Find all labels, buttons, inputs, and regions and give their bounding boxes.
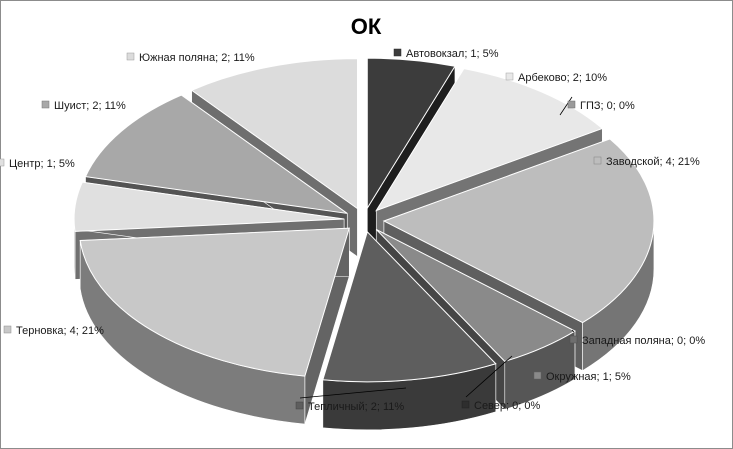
label-swatch [567,100,576,109]
label-swatch [0,158,5,167]
data-label: Окружная; 1; 5% [546,371,631,383]
leader-line [571,329,575,333]
pie-slice [79,227,350,377]
label-swatch [505,72,514,81]
pie-slice [190,58,359,210]
label-swatch [41,100,50,109]
pie-slice [382,138,655,324]
label-swatch [295,401,304,410]
data-label: Автовокзал; 1; 5% [406,48,499,60]
leader-line [299,387,407,399]
pie-slices [73,57,655,431]
data-label: Арбеково; 2; 10% [518,72,607,84]
data-label: Южная поляна; 2; 11% [139,52,255,64]
data-label: Север; 0; 0% [474,400,540,412]
data-label: Тепличный; 2; 11% [308,401,404,413]
leader-line [559,96,573,116]
data-label: Шуист; 2; 11% [54,100,126,112]
label-swatch [3,325,12,334]
label-swatch [593,156,602,165]
data-label: Центр; 1; 5% [9,158,75,170]
leader-line [465,355,513,398]
chart-title: ОК [351,14,382,39]
leader-lines [299,96,575,399]
data-label: Западная поляна; 0; 0% [582,335,705,347]
data-label: ГПЗ; 0; 0% [580,100,635,112]
pie-slice [375,68,604,212]
pie-slice [375,229,576,362]
pie-slice [366,57,456,210]
label-swatch [569,335,578,344]
data-labels: Автовокзал; 1; 5% Арбеково; 2; 10% ГПЗ; 0;… [0,48,705,413]
pie-slice [73,181,345,232]
label-swatch [461,400,470,409]
label-swatch [393,48,402,57]
data-label: Заводской; 4; 21% [606,156,700,168]
label-swatch [533,371,542,380]
pie-slice [322,230,497,383]
data-label: Терновка; 4; 21% [16,325,104,337]
label-swatch [126,52,135,61]
pie-slice [84,94,348,214]
